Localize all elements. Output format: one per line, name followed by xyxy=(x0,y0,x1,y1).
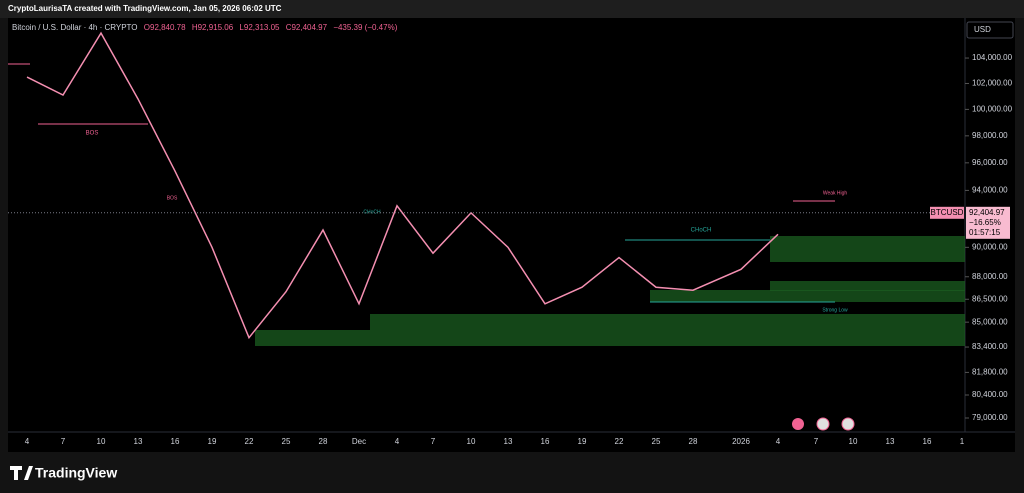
x-tick-label: 28 xyxy=(689,437,698,446)
currency-box[interactable] xyxy=(966,21,1014,39)
x-tick-label: 13 xyxy=(504,437,513,446)
symbol-label: BTCUSD xyxy=(931,208,964,217)
y-tick-label: 100,000.00 xyxy=(972,105,1013,114)
logo-icon xyxy=(10,466,33,480)
currency[interactable]: USD xyxy=(974,25,991,34)
attribution: CryptoLaurisaTA created with TradingView… xyxy=(8,4,282,13)
x-tick-label: 10 xyxy=(849,437,858,446)
legend-high: H92,915.06 xyxy=(192,23,234,32)
x-tick-label: 19 xyxy=(578,437,587,446)
legend-open: O92,840.78 xyxy=(144,23,186,32)
y-tick-label: 98,000.00 xyxy=(972,131,1008,140)
demand-zone xyxy=(650,290,965,302)
y-tick-label: 86,500.00 xyxy=(972,294,1008,303)
y-tick-label: 83,400.00 xyxy=(972,342,1008,351)
x-tick-label: 25 xyxy=(652,437,661,446)
countdown: 01:57:15 xyxy=(969,228,1001,237)
event-icon[interactable] xyxy=(816,417,830,431)
x-tick-label: 13 xyxy=(886,437,895,446)
symbol-tag xyxy=(930,206,964,219)
x-tick-label: 7 xyxy=(431,437,436,446)
x-tick-label: 7 xyxy=(61,437,66,446)
x-tick-label: 1 xyxy=(960,437,965,446)
logo: TradingView xyxy=(35,465,117,481)
x-tick-label: 16 xyxy=(541,437,550,446)
x-tick-label: 16 xyxy=(171,437,180,446)
annotation: BOS xyxy=(167,195,178,201)
demand-zone xyxy=(770,236,965,262)
x-tick-label: 16 xyxy=(923,437,932,446)
y-tick-label: 104,000.00 xyxy=(972,53,1013,62)
annotation: CHoCH xyxy=(363,209,381,215)
y-tick-label: 90,000.00 xyxy=(972,242,1008,251)
annotation: BOS xyxy=(86,131,99,137)
legend-symbol: Bitcoin / U.S. Dollar · 4h · CRYPTO xyxy=(12,23,138,32)
legend-change: −435.39 (−0.47%) xyxy=(333,23,397,32)
x-tick-label: 22 xyxy=(615,437,624,446)
demand-zone xyxy=(370,314,965,330)
y-tick-label: 102,000.00 xyxy=(972,79,1013,88)
footer xyxy=(0,452,1024,493)
annotation: CHoCH xyxy=(691,228,712,234)
x-tick-label: 10 xyxy=(97,437,106,446)
demand-zone xyxy=(255,330,965,346)
y-tick-label: 94,000.00 xyxy=(972,186,1008,195)
y-tick-label: 80,400.00 xyxy=(972,390,1008,399)
y-tick-label: 96,000.00 xyxy=(972,158,1008,167)
legend: Bitcoin / U.S. Dollar · 4h · CRYPTO O92,… xyxy=(12,23,398,32)
change-label: −16.65% xyxy=(969,218,1001,227)
event-icons[interactable] xyxy=(792,417,855,431)
time-axis xyxy=(8,432,1015,452)
x-tick-label: 10 xyxy=(467,437,476,446)
legend-low: L92,313.05 xyxy=(239,23,280,32)
x-tick-label: 4 xyxy=(395,437,400,446)
y-tick-label: 88,000.00 xyxy=(972,272,1008,281)
x-tick-label: 7 xyxy=(814,437,819,446)
y-tick-label: 81,800.00 xyxy=(972,368,1008,377)
x-tick-label: 19 xyxy=(208,437,217,446)
top-bar xyxy=(0,0,1024,18)
x-tick-label: Dec xyxy=(352,437,366,446)
price-line xyxy=(26,31,779,340)
x-tick-label: 13 xyxy=(134,437,143,446)
x-tick-label: 28 xyxy=(319,437,328,446)
x-tick-label: 4 xyxy=(776,437,781,446)
y-tick-label: 85,000.00 xyxy=(972,317,1008,326)
x-tick-label: 4 xyxy=(25,437,30,446)
annotation: Weak High xyxy=(823,190,848,196)
x-tick-label: 22 xyxy=(245,437,254,446)
x-tick-label: 25 xyxy=(282,437,291,446)
event-icon[interactable] xyxy=(841,417,855,431)
x-tick-label: 2026 xyxy=(732,437,750,446)
event-icon[interactable] xyxy=(792,418,804,430)
annotation: Strong Low xyxy=(822,307,848,313)
demand-zone xyxy=(770,281,965,291)
price-tag xyxy=(966,206,1010,239)
legend-close: C92,404.97 xyxy=(286,23,328,32)
last-price-label: 92,404.97 xyxy=(969,208,1005,217)
y-tick-label: 79,000.00 xyxy=(972,413,1008,422)
plot-area xyxy=(8,18,965,432)
